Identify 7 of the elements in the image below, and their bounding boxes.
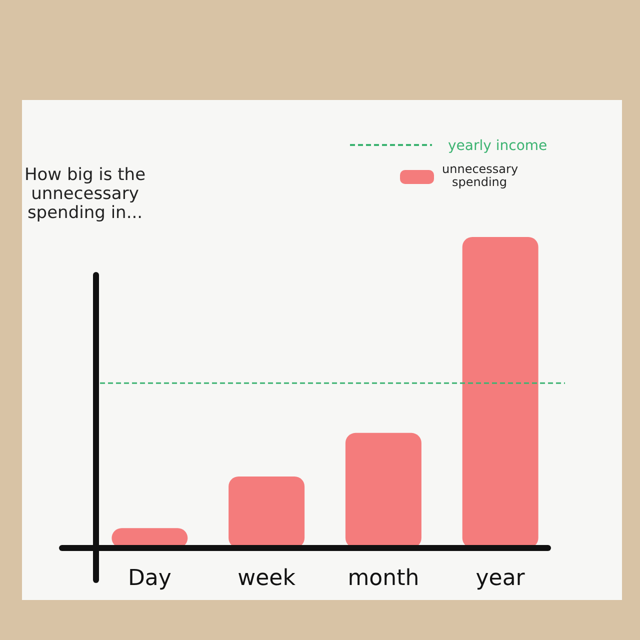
x-tick-label: Day [128,566,172,591]
x-tick-label: year [476,566,526,591]
x-tick-label: month [348,566,420,591]
x-tick-label: week [238,566,296,591]
legend-label: unnecessary spending [442,162,518,189]
ref-line-label: yearly income [448,138,548,154]
chart-title: How big is the unnecessary spending in... [24,165,146,223]
